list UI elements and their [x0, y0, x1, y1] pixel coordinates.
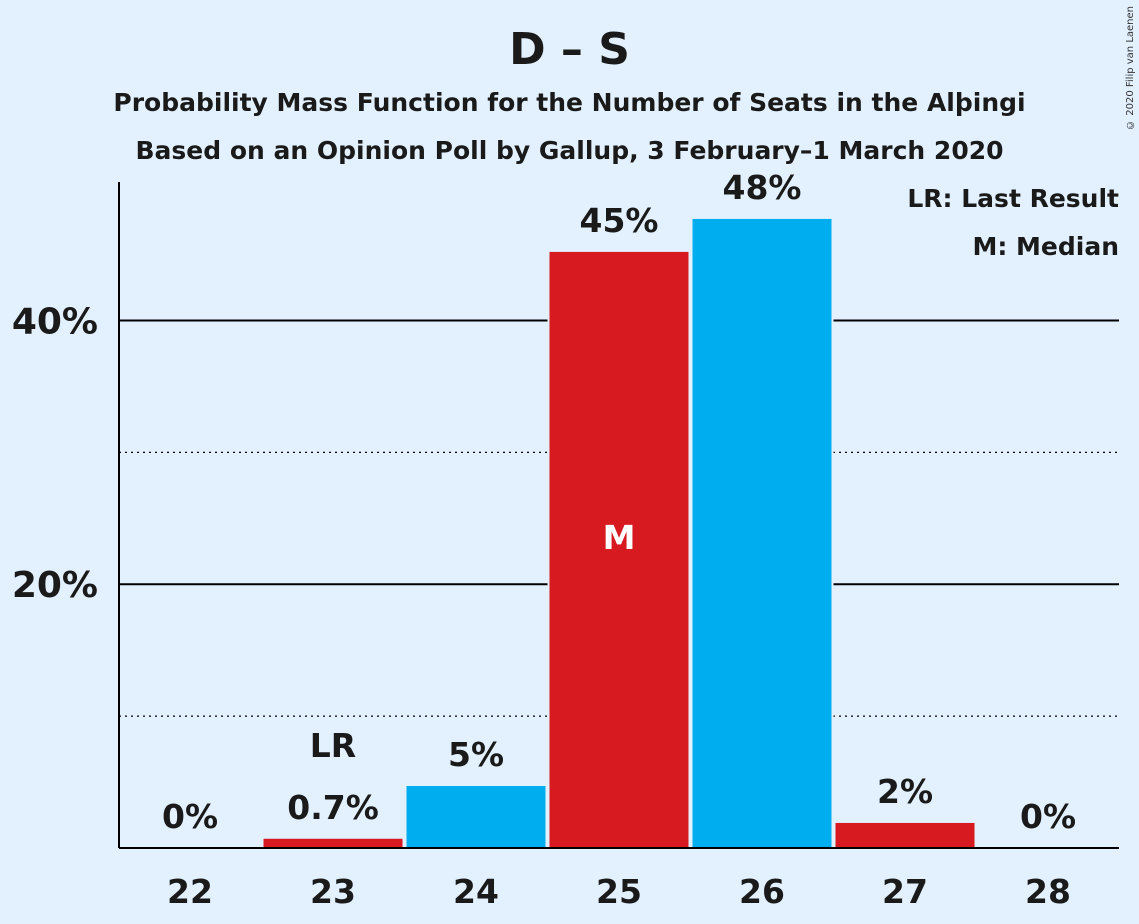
bar-23 [263, 838, 403, 848]
x-tick-label-28: 28 [1025, 872, 1071, 911]
legend-last-result: LR: Last Result [907, 184, 1119, 213]
chart-title: D – S [509, 24, 630, 75]
y-tick-label-20: 20% [12, 565, 98, 606]
value-label-27: 2% [877, 772, 933, 811]
bar-26 [692, 218, 832, 848]
y-tick-label-40: 40% [12, 301, 98, 342]
x-tick-label-22: 22 [167, 872, 213, 911]
x-tick-label-23: 23 [310, 872, 356, 911]
value-label-26: 48% [723, 168, 802, 207]
value-label-24: 5% [448, 735, 504, 774]
value-label-25: 45% [580, 201, 659, 240]
bar-24 [406, 786, 546, 848]
value-label-28: 0% [1020, 797, 1076, 836]
bar-27 [835, 822, 975, 848]
x-tick-label-27: 27 [882, 872, 928, 911]
value-label-22: 0% [162, 797, 218, 836]
bar-25 [549, 251, 689, 848]
x-tick-label-24: 24 [453, 872, 499, 911]
annotation-last-result: LR [310, 726, 356, 765]
value-label-23: 0.7% [287, 788, 379, 827]
annotation-median: M [603, 518, 636, 557]
chart-subtitle-poll-type: Probability Mass Function for the Number… [113, 88, 1026, 117]
x-tick-label-26: 26 [739, 872, 785, 911]
legend-median: M: Median [972, 232, 1119, 261]
chart-subtitle-source: Based on an Opinion Poll by Gallup, 3 Fe… [135, 136, 1004, 165]
x-tick-label-25: 25 [596, 872, 642, 911]
